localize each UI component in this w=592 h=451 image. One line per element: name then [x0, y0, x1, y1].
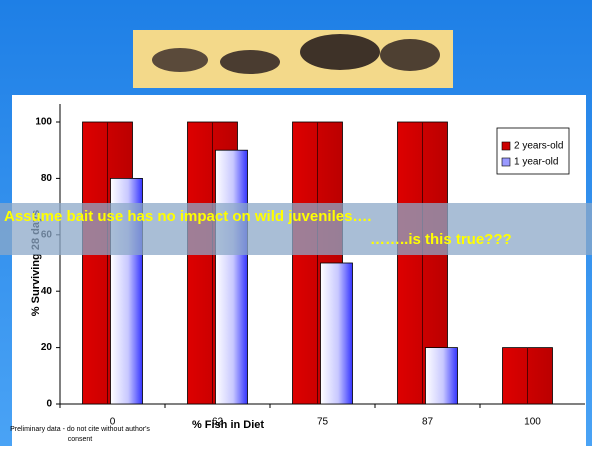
footnote: consent [68, 436, 93, 443]
y-tick-label: 20 [41, 342, 53, 353]
legend-label: 1 year-old [514, 157, 558, 168]
x-tick-label: 75 [317, 417, 329, 428]
legend-swatch [501, 141, 511, 151]
legend-swatch [501, 157, 511, 167]
banner-text: ……..is this true??? [370, 231, 512, 248]
bar [215, 149, 248, 405]
y-tick-label: 0 [46, 399, 52, 410]
bar [425, 347, 458, 405]
footnote: Preliminary data - do not cite without a… [10, 426, 150, 433]
legend-label: 2 years-old [514, 141, 563, 152]
y-tick-label: 40 [41, 286, 53, 297]
x-tick-label: 0 [110, 417, 116, 428]
bar [320, 262, 353, 405]
legend-box [496, 127, 570, 175]
lobster-photo [133, 30, 453, 88]
x-tick-label: 62 [212, 417, 224, 428]
x-axis-title: % Fish in Diet [192, 419, 264, 431]
x-tick-label: 100 [524, 417, 541, 428]
banner-text: Assume bait use has no impact on wild ju… [4, 208, 372, 225]
y-tick-label: 100 [35, 117, 52, 128]
banner [0, 203, 592, 255]
x-tick-label: 87 [422, 417, 434, 428]
y-tick-label: 80 [41, 173, 53, 184]
